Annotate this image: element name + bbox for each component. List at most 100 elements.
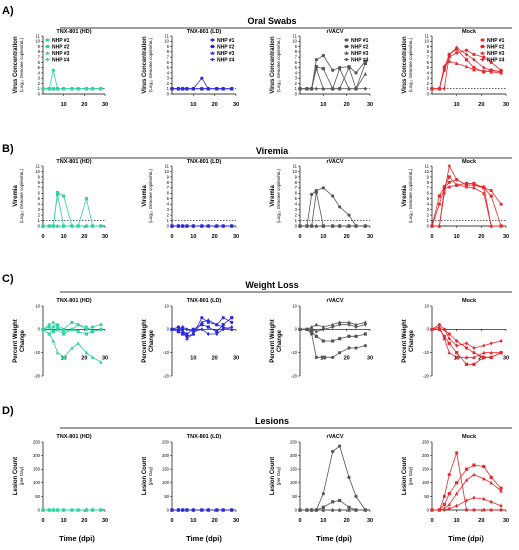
y-tick-label: 0 — [167, 507, 170, 512]
chart-title: TNX-801 (LD) — [187, 159, 222, 165]
y-tick-label: 10 — [35, 303, 40, 308]
data-point — [331, 500, 335, 504]
y-tick-label: 7 — [427, 185, 430, 190]
y-tick-label: 250 — [162, 439, 170, 444]
legend-marker — [45, 57, 50, 62]
y-tick-label: 2 — [38, 212, 41, 217]
data-point — [181, 327, 185, 331]
data-point — [310, 224, 314, 228]
data-point — [338, 351, 342, 355]
y-tick-label: 8 — [427, 49, 430, 54]
y-tick-label: 4 — [167, 70, 170, 75]
y-tick-label: 11 — [425, 33, 430, 38]
data-point — [499, 486, 503, 490]
section-title-b: Viremia — [256, 146, 289, 156]
x-axis-label-4: Time (dpi) — [448, 534, 484, 543]
data-point — [464, 341, 469, 346]
data-point — [331, 508, 335, 512]
y-tick-label: 0 — [38, 91, 41, 96]
y-tick-label: 0 — [427, 507, 430, 512]
y-tick-label: 1 — [295, 86, 298, 91]
data-point — [430, 327, 434, 332]
data-point — [215, 332, 219, 336]
y-tick-label: 250 — [422, 439, 430, 444]
data-point — [51, 224, 55, 228]
y-tick-label: 4 — [427, 70, 430, 75]
data-point — [363, 344, 367, 348]
y-tick-label: 5 — [167, 196, 170, 201]
y-tick-label: 1 — [167, 86, 170, 91]
y-axis-label: Virus Concentration — [270, 36, 276, 94]
y-tick-label: 9 — [427, 174, 430, 179]
y-tick-label: 6 — [295, 60, 298, 65]
data-point — [447, 180, 451, 184]
data-point — [200, 320, 204, 324]
data-point — [309, 325, 314, 329]
data-point — [215, 508, 219, 512]
y-tick-label: 11 — [425, 163, 430, 168]
data-point — [310, 327, 314, 332]
data-point — [62, 332, 66, 336]
x-tick-label: 10 — [190, 518, 196, 524]
data-point — [91, 224, 95, 228]
y-axis-sublabel: (Log₁₀ Genome copies/mL) — [19, 168, 24, 223]
data-point — [41, 327, 45, 332]
data-point — [70, 86, 74, 91]
data-point — [455, 45, 459, 50]
data-point — [176, 86, 180, 91]
data-point — [430, 508, 434, 512]
y-tick-label: 9 — [167, 174, 170, 179]
data-point — [215, 86, 219, 91]
data-point — [215, 330, 219, 334]
series-line-nhp2 — [171, 317, 232, 335]
legend-marker — [344, 38, 349, 42]
data-point — [70, 508, 74, 512]
x-tick-label: 30 — [233, 355, 239, 361]
x-tick-label: 20 — [478, 234, 484, 240]
x-tick-label: 30 — [367, 518, 373, 524]
x-tick-label: 0 — [170, 518, 173, 524]
data-point — [454, 61, 459, 66]
panel-letter-b: B) — [2, 143, 14, 155]
legend-marker — [344, 57, 349, 62]
data-point — [41, 86, 45, 91]
data-point — [310, 192, 314, 196]
data-point — [305, 508, 309, 512]
data-point — [298, 224, 302, 228]
data-point — [185, 332, 189, 336]
data-point — [200, 86, 204, 91]
data-point — [464, 467, 469, 471]
y-tick-label: 150 — [422, 467, 430, 472]
data-point — [191, 86, 195, 91]
legend-marker — [45, 44, 50, 49]
data-point — [442, 185, 446, 189]
y-tick-label: 5 — [295, 65, 298, 70]
y-axis-sublabel: (per Day) — [19, 466, 24, 485]
x-tick-label: 10 — [454, 234, 460, 240]
data-point — [338, 498, 342, 503]
x-tick-label: 20 — [478, 518, 484, 524]
legend-label: NHP #1 — [217, 38, 235, 44]
data-point — [472, 52, 476, 57]
y-tick-label: 9 — [38, 44, 41, 49]
data-point — [181, 325, 185, 329]
series-line-nhp3 — [300, 321, 366, 330]
data-point — [354, 322, 358, 327]
y-axis-label: Percent Weight — [142, 319, 148, 363]
data-point — [47, 332, 51, 336]
x-tick-label: 20 — [344, 102, 350, 108]
data-point — [455, 351, 459, 355]
legend-label: NHP #2 — [217, 44, 235, 50]
y-axis-label-group: Viremia (Log₁₀ Genome copies/mL) — [270, 168, 281, 223]
data-point — [347, 505, 351, 509]
y-tick-label: 10 — [424, 169, 429, 174]
y-tick-label: 50 — [292, 494, 297, 499]
data-point — [482, 191, 486, 195]
y-tick-label: 10 — [35, 39, 40, 44]
x-tick-label: 10 — [190, 234, 196, 240]
y-tick-label: 0 — [167, 327, 170, 332]
panel-letter-d: D) — [2, 405, 14, 417]
data-point — [447, 336, 451, 341]
